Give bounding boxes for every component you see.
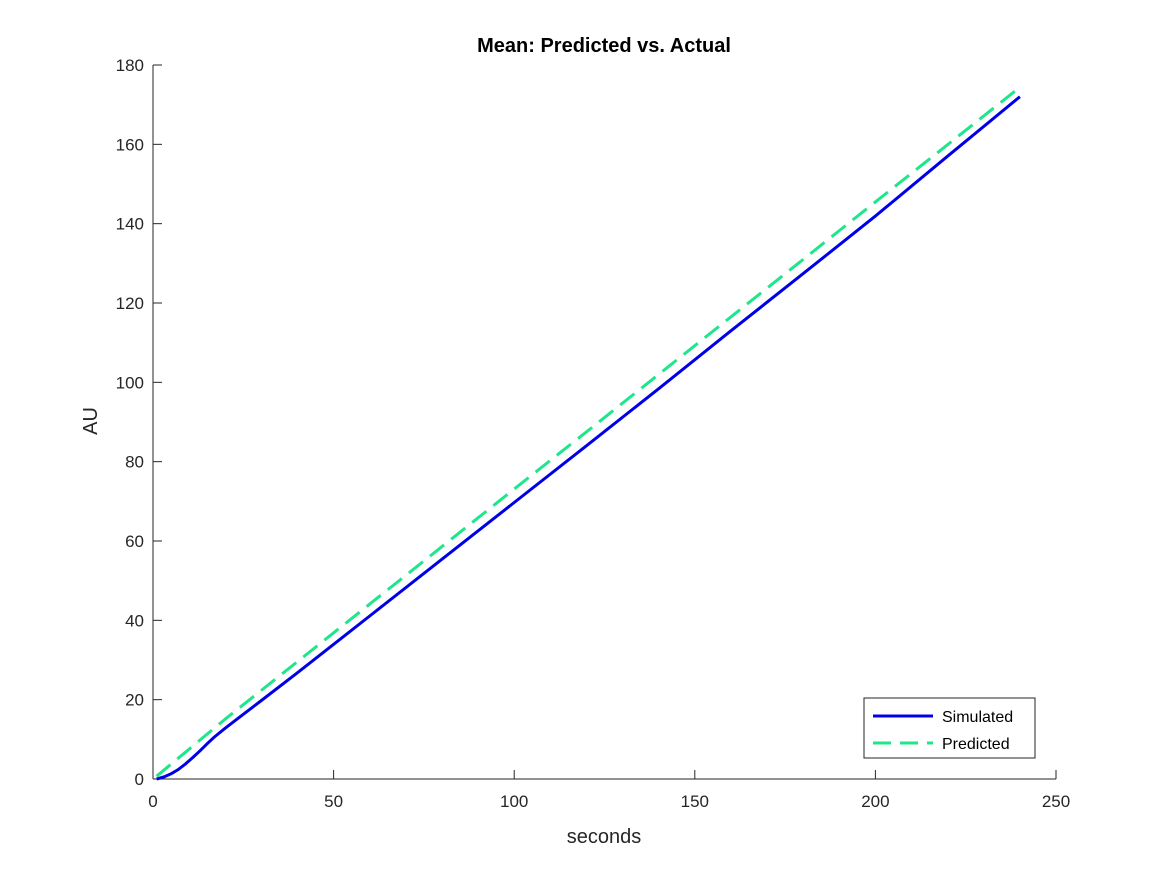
x-axis-label: seconds [567,826,642,848]
series-line-predicted [155,86,1021,778]
y-tick-label: 100 [116,373,144,392]
y-tick-label: 120 [116,294,144,313]
y-tick-label: 180 [116,56,144,75]
legend-label-simulated: Simulated [942,709,1013,726]
legend-box [863,697,1036,759]
x-tick-label: 150 [681,792,709,811]
y-tick-label: 160 [116,135,144,154]
x-tick-label: 200 [861,792,889,811]
y-tick-label: 60 [125,532,144,551]
legend: Simulated Predicted [863,697,1036,759]
y-tick-label: 40 [125,611,144,630]
y-tick-label: 80 [125,453,144,472]
y-tick-label: 20 [125,691,144,710]
y-axis-label: AU [80,407,102,435]
plot-area: 0 50 100 150 200 250 0 20 40 60 80 100 120 140 160 180 [116,56,1071,811]
legend-label-predicted: Predicted [942,736,1010,753]
chart-title: Mean: Predicted vs. Actual [477,35,731,57]
y-tick-label: 140 [116,215,144,234]
x-tick-label: 250 [1042,792,1070,811]
x-tick-label: 100 [500,792,528,811]
y-tick-label: 0 [135,770,144,789]
x-tick-label: 0 [148,792,157,811]
x-tick-label: 50 [324,792,343,811]
series-line-simulated [156,95,1021,781]
